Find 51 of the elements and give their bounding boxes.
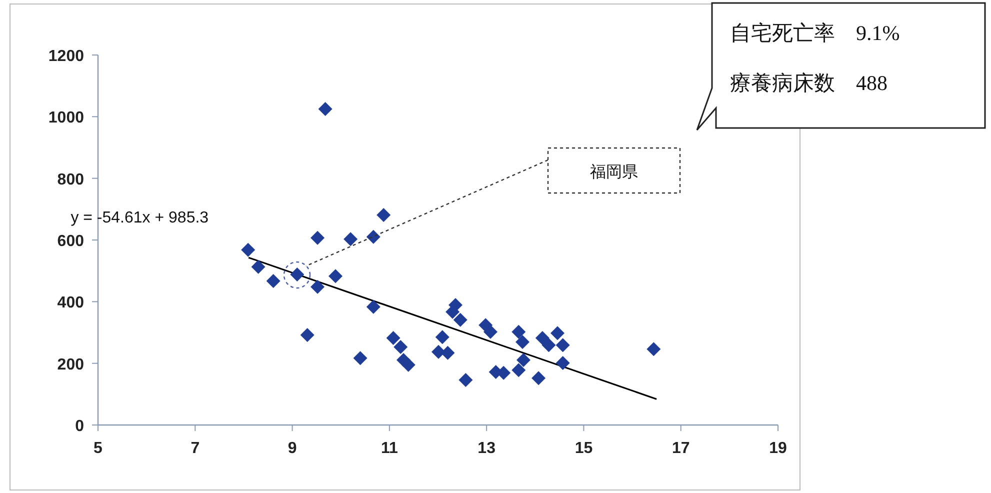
y-tick-label: 600 bbox=[57, 233, 84, 250]
x-tick-label: 15 bbox=[574, 440, 593, 457]
point bbox=[556, 338, 570, 352]
x-tick-label: 13 bbox=[478, 440, 496, 457]
y-tick-label: 800 bbox=[57, 171, 84, 188]
annotation: y = -54.61x + 985.3 bbox=[70, 210, 209, 227]
point bbox=[516, 352, 530, 367]
point bbox=[266, 274, 280, 288]
point bbox=[328, 269, 343, 284]
annotation: 療養病床数 488 bbox=[730, 71, 888, 95]
point bbox=[435, 330, 450, 344]
point bbox=[550, 326, 564, 340]
point bbox=[440, 346, 455, 360]
point bbox=[394, 340, 408, 354]
point bbox=[512, 363, 526, 378]
point bbox=[532, 371, 546, 386]
point bbox=[318, 102, 332, 116]
point bbox=[556, 356, 570, 370]
point bbox=[353, 351, 368, 366]
text: 自宅死亡率 9.1% bbox=[730, 21, 900, 45]
x-tick-label: 17 bbox=[672, 440, 690, 457]
x-tick-label: 11 bbox=[380, 440, 398, 457]
point bbox=[516, 335, 530, 350]
point bbox=[310, 280, 325, 294]
point bbox=[401, 358, 416, 372]
point bbox=[376, 208, 391, 222]
point bbox=[542, 338, 556, 352]
point bbox=[483, 324, 498, 339]
annotation: 福岡県 bbox=[590, 163, 638, 181]
point bbox=[310, 230, 325, 245]
point bbox=[453, 312, 468, 327]
point bbox=[458, 372, 473, 387]
point bbox=[241, 242, 256, 257]
point bbox=[512, 324, 526, 339]
point bbox=[366, 300, 380, 314]
y-tick-label: 1000 bbox=[48, 110, 84, 127]
x-tick-label: 7 bbox=[190, 440, 200, 457]
y-tick-label: 1200 bbox=[48, 48, 84, 65]
point bbox=[300, 328, 314, 342]
point bbox=[366, 230, 380, 244]
point bbox=[535, 331, 550, 346]
point bbox=[344, 232, 358, 246]
point bbox=[251, 260, 266, 274]
x-tick-label: 19 bbox=[769, 440, 787, 457]
x-tick-label: 5 bbox=[94, 440, 103, 457]
y-tick-label: 0 bbox=[75, 418, 84, 435]
point bbox=[646, 342, 661, 356]
x-tick-label: 9 bbox=[288, 440, 297, 457]
point bbox=[386, 331, 400, 346]
y-tick-label: 400 bbox=[57, 294, 84, 312]
y-tick-label: 200 bbox=[57, 356, 84, 374]
